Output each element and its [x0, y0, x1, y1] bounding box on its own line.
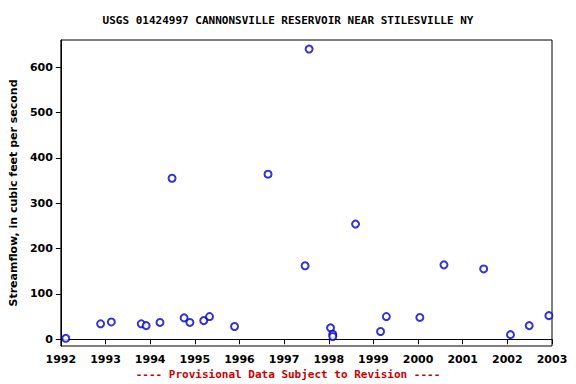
- svg-text:1996: 1996: [224, 353, 255, 366]
- svg-text:2003: 2003: [537, 353, 568, 366]
- svg-text:1994: 1994: [135, 353, 166, 366]
- svg-text:0: 0: [45, 333, 53, 346]
- svg-text:200: 200: [30, 242, 53, 255]
- svg-text:500: 500: [30, 106, 53, 119]
- svg-text:600: 600: [30, 61, 53, 74]
- svg-text:1993: 1993: [90, 353, 121, 366]
- svg-text:1992: 1992: [46, 353, 77, 366]
- svg-text:---- Provisional Data Subject: ---- Provisional Data Subject to Revisio…: [136, 368, 441, 381]
- svg-text:2002: 2002: [492, 353, 523, 366]
- svg-text:2000: 2000: [403, 353, 434, 366]
- svg-text:100: 100: [30, 287, 53, 300]
- svg-text:300: 300: [30, 197, 53, 210]
- svg-text:400: 400: [30, 151, 53, 164]
- svg-text:1998: 1998: [313, 353, 344, 366]
- svg-text:2001: 2001: [447, 353, 478, 366]
- svg-text:1997: 1997: [269, 353, 300, 366]
- svg-text:1995: 1995: [179, 353, 210, 366]
- svg-text:1999: 1999: [358, 353, 389, 366]
- svg-text:USGS 01424997 CANNONSVILLE RES: USGS 01424997 CANNONSVILLE RESERVOIR NEA…: [103, 14, 474, 27]
- svg-text:Streamflow, in cubic feet per: Streamflow, in cubic feet per second: [7, 79, 20, 306]
